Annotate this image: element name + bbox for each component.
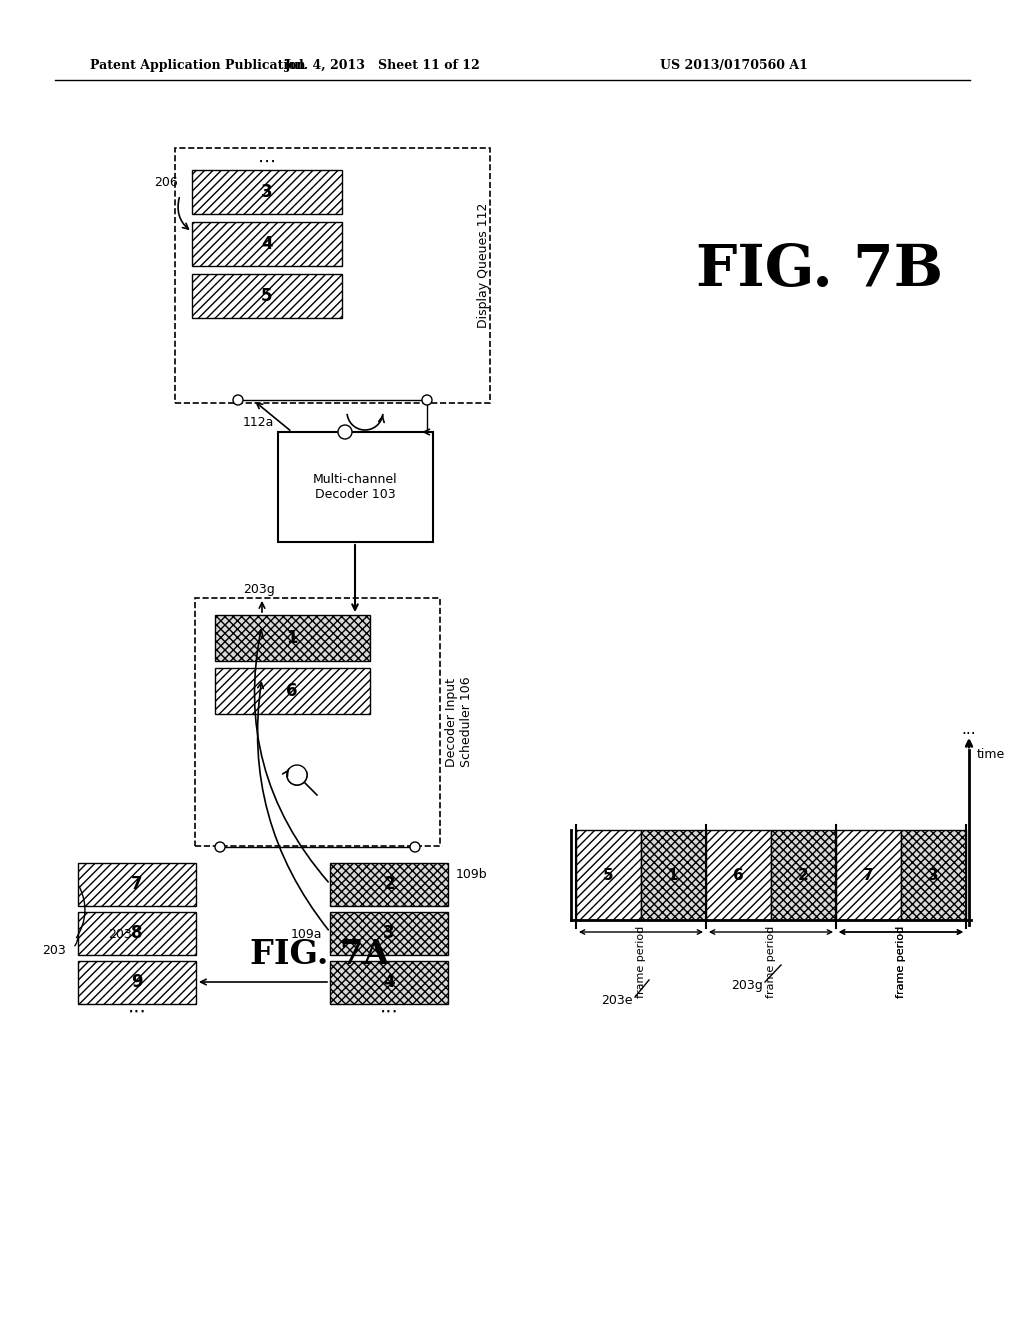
- Circle shape: [233, 395, 243, 405]
- Text: 203e: 203e: [601, 994, 633, 1006]
- Text: 109b: 109b: [456, 869, 487, 882]
- Bar: [215, 615, 370, 661]
- Text: frame period: frame period: [766, 925, 776, 998]
- Bar: [641, 830, 706, 920]
- Text: ⋅⋅⋅: ⋅⋅⋅: [128, 1002, 146, 1022]
- Text: US 2013/0170560 A1: US 2013/0170560 A1: [660, 58, 808, 71]
- Text: FIG. 7A: FIG. 7A: [251, 939, 389, 972]
- Text: ...: ...: [962, 722, 976, 738]
- Text: 2: 2: [798, 867, 808, 883]
- Text: ⋅⋅⋅: ⋅⋅⋅: [380, 1002, 398, 1022]
- Text: 2: 2: [383, 875, 395, 894]
- Text: ⋯: ⋯: [258, 153, 276, 172]
- Text: frame period: frame period: [896, 925, 906, 998]
- Text: frame period: frame period: [896, 925, 906, 998]
- Text: 4: 4: [261, 235, 272, 253]
- Text: 1: 1: [287, 630, 298, 647]
- Bar: [901, 830, 966, 920]
- Circle shape: [215, 842, 225, 851]
- Text: 203: 203: [109, 928, 132, 941]
- Bar: [193, 222, 342, 267]
- Text: 3: 3: [383, 924, 395, 942]
- Bar: [706, 830, 771, 920]
- Text: 5: 5: [603, 867, 613, 883]
- Text: 1: 1: [668, 867, 678, 883]
- Text: 203g: 203g: [243, 583, 274, 597]
- Text: time: time: [977, 748, 1006, 762]
- Text: 9: 9: [131, 973, 142, 991]
- Bar: [193, 275, 342, 318]
- Text: Multi-channel
Decoder 103: Multi-channel Decoder 103: [312, 473, 397, 502]
- Bar: [78, 961, 196, 1005]
- Circle shape: [410, 842, 420, 851]
- Bar: [278, 432, 433, 543]
- Text: 3: 3: [928, 867, 938, 883]
- Text: 6: 6: [287, 682, 298, 700]
- Bar: [193, 170, 342, 214]
- Circle shape: [422, 395, 432, 405]
- Text: frame period: frame period: [636, 925, 646, 998]
- Bar: [78, 863, 196, 906]
- Text: FIG. 7B: FIG. 7B: [696, 242, 943, 298]
- Bar: [175, 148, 490, 403]
- Bar: [78, 912, 196, 954]
- Text: 6: 6: [732, 867, 743, 883]
- Bar: [771, 830, 836, 920]
- Text: 8: 8: [131, 924, 142, 942]
- Text: 203g: 203g: [731, 978, 763, 991]
- Bar: [330, 863, 449, 906]
- Bar: [330, 912, 449, 954]
- Circle shape: [338, 425, 352, 440]
- Bar: [330, 961, 449, 1005]
- Text: 5: 5: [261, 286, 272, 305]
- Text: 206: 206: [155, 177, 178, 190]
- Circle shape: [287, 766, 307, 785]
- Text: Decoder Input
Scheduler 106: Decoder Input Scheduler 106: [445, 677, 473, 767]
- Text: 7: 7: [131, 875, 142, 894]
- Text: Display Queues 112: Display Queues 112: [477, 202, 490, 327]
- Text: Patent Application Publication: Patent Application Publication: [90, 58, 305, 71]
- Bar: [195, 598, 440, 846]
- Bar: [215, 668, 370, 714]
- Text: 7: 7: [862, 867, 873, 883]
- Text: 109a: 109a: [291, 928, 322, 941]
- Text: 4: 4: [383, 973, 395, 991]
- Bar: [575, 830, 641, 920]
- Bar: [836, 830, 901, 920]
- Text: Jul. 4, 2013   Sheet 11 of 12: Jul. 4, 2013 Sheet 11 of 12: [285, 58, 481, 71]
- Text: 3: 3: [261, 183, 272, 201]
- Text: 112a: 112a: [243, 416, 274, 429]
- Text: 203: 203: [42, 944, 66, 957]
